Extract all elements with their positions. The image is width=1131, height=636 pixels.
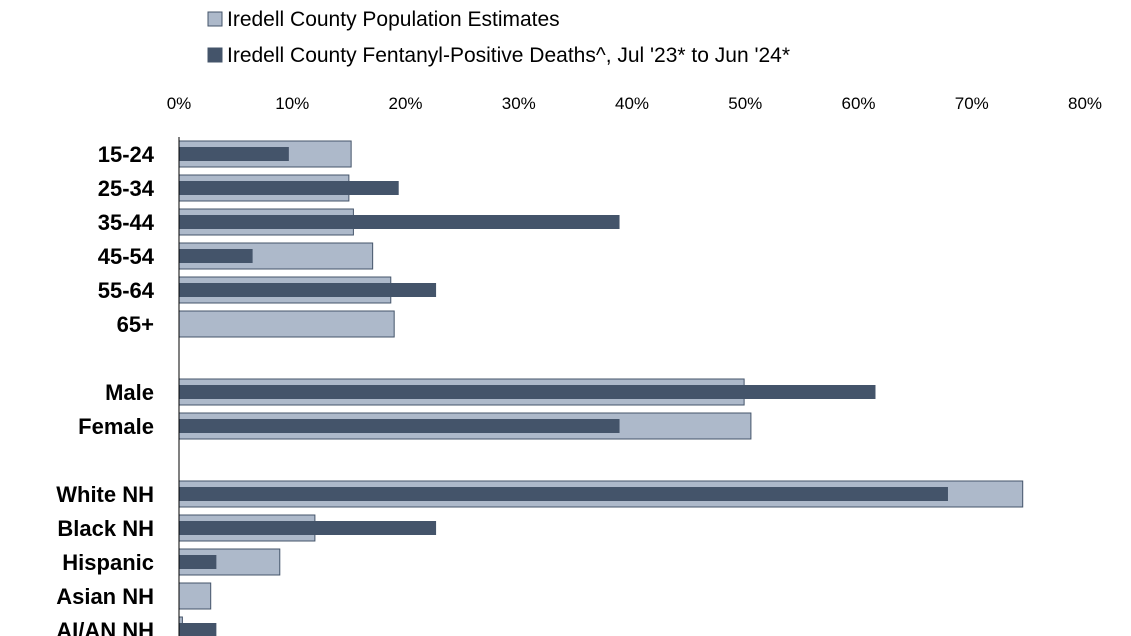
- deaths-bar: [179, 555, 217, 569]
- category-label: 25-34: [98, 176, 155, 201]
- population-bar: [178, 582, 212, 610]
- category-label: 55-64: [98, 278, 155, 303]
- x-tick-label: 10%: [275, 94, 309, 113]
- category-label: Female: [78, 414, 154, 439]
- deaths-bar: [179, 385, 876, 399]
- category-label: Black NH: [57, 516, 154, 541]
- population-bar: [178, 310, 395, 338]
- category-label: 45-54: [98, 244, 155, 269]
- deaths-bar: [179, 521, 437, 535]
- bars: [178, 140, 1024, 636]
- category-label: Male: [105, 380, 154, 405]
- category-label: Asian NH: [56, 584, 154, 609]
- deaths-bar: [179, 249, 253, 263]
- deaths-bar: [179, 487, 948, 501]
- x-tick-label: 70%: [955, 94, 989, 113]
- x-tick-label: 40%: [615, 94, 649, 113]
- deaths-bar: [179, 283, 437, 297]
- legend-label: Iredell County Population Estimates: [227, 8, 560, 31]
- deaths-bar: [179, 181, 399, 195]
- deaths-bar: [179, 623, 217, 636]
- deaths-bar: [179, 419, 620, 433]
- x-tick-label: 80%: [1068, 94, 1102, 113]
- x-tick-label: 60%: [841, 94, 875, 113]
- legend-swatch: [207, 47, 223, 63]
- category-label: 35-44: [98, 210, 155, 235]
- deaths-bar: [179, 147, 289, 161]
- category-label: Hispanic: [62, 550, 154, 575]
- x-tick-label: 50%: [728, 94, 762, 113]
- category-label: White NH: [56, 482, 154, 507]
- legend: Iredell County Population Estimates Irede…: [207, 8, 790, 67]
- legend-label: Iredell County Fentanyl-Positive Deaths^…: [227, 44, 790, 67]
- category-labels: 15-24 25-34 35-44 45-54 55-64 65+ Male Female Wh…: [56, 142, 155, 636]
- x-tick-label: 30%: [502, 94, 536, 113]
- legend-swatch: [207, 11, 223, 27]
- category-label: AI/AN NH: [56, 618, 154, 636]
- category-label: 15-24: [98, 142, 155, 167]
- deaths-bar: [179, 215, 620, 229]
- category-label: 65+: [117, 312, 154, 337]
- x-tick-label: 20%: [388, 94, 422, 113]
- x-axis-ticks: 0% 10% 20% 30% 40% 50% 60% 70% 80%: [167, 94, 1102, 113]
- x-tick-label: 0%: [167, 94, 192, 113]
